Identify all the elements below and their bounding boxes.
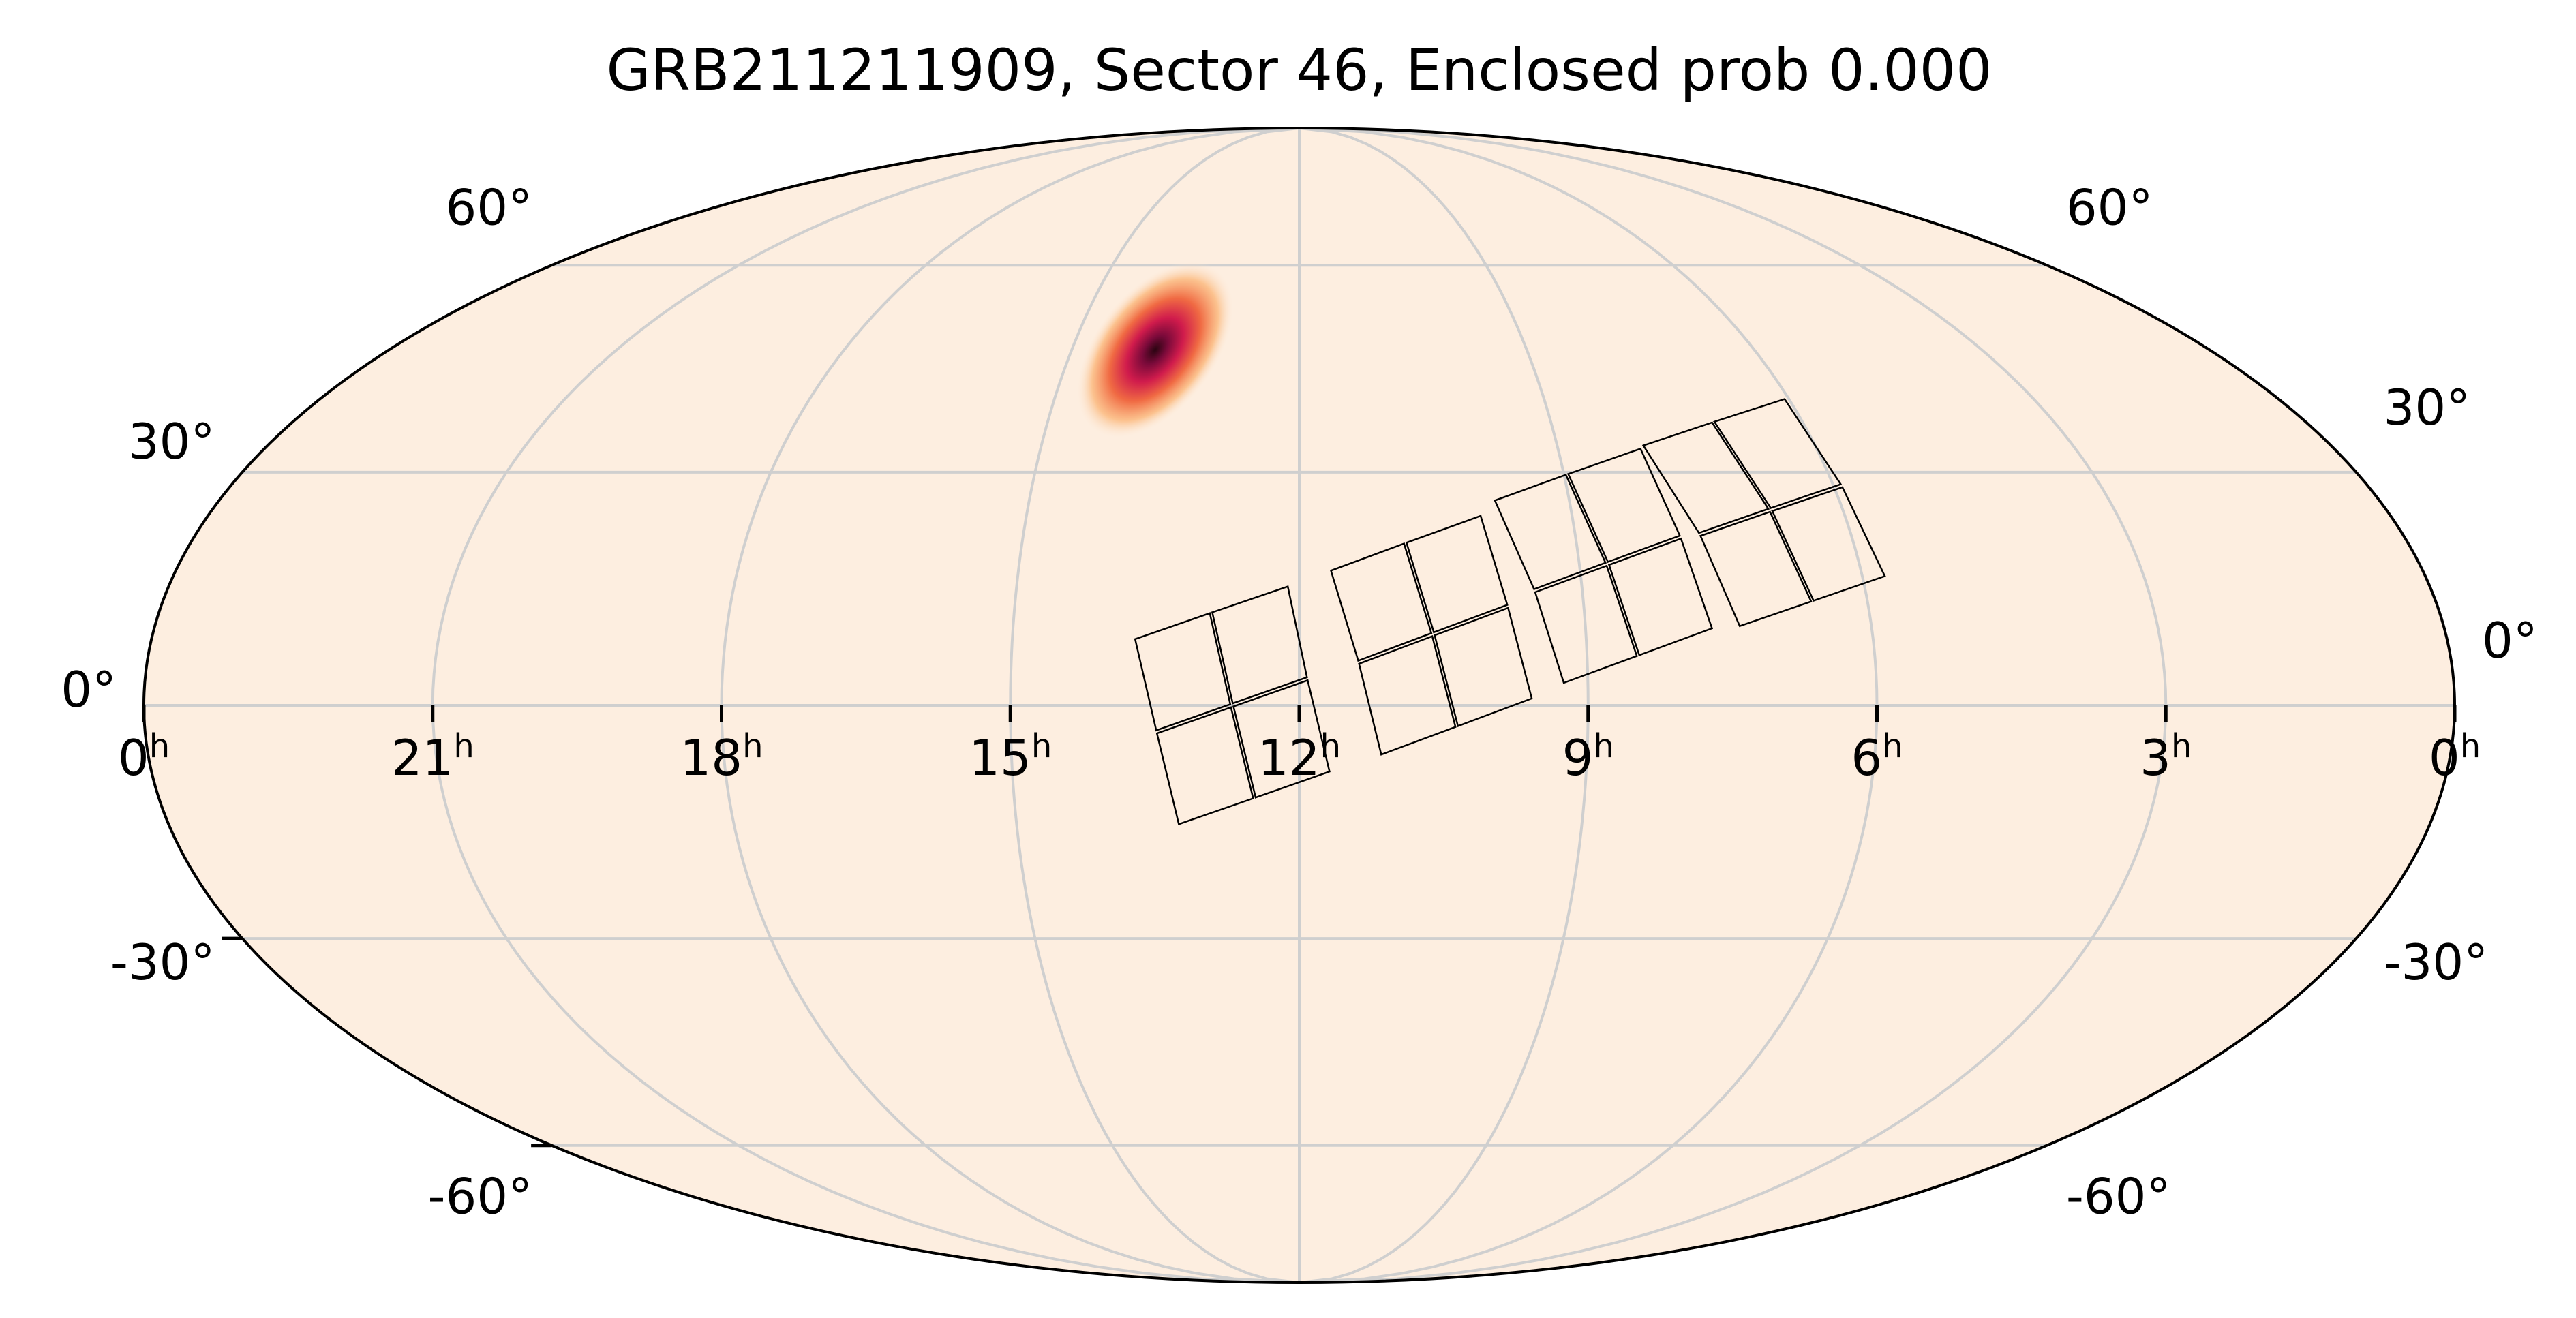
ccd-footprint	[1566, 447, 1681, 564]
ccd-footprint	[1699, 510, 1813, 628]
probability-layer	[1076, 261, 1234, 439]
ccd-footprint	[1405, 515, 1509, 634]
ccd-footprint	[1771, 486, 1886, 602]
ra-tick-label: 12h	[1258, 727, 1341, 786]
dec-tick-label-left: -60°	[428, 1168, 533, 1225]
ra-tick-label: 15h	[969, 727, 1052, 786]
ra-tick-label: 0h	[2429, 727, 2481, 786]
ccd-footprint	[1134, 612, 1232, 732]
ccd-footprint	[1211, 585, 1308, 705]
ccd-footprint	[1641, 421, 1770, 534]
ra-tick-label: 3h	[2140, 727, 2192, 786]
ccd-footprint	[1434, 607, 1533, 728]
dec-tick-label-right: 30°	[2384, 379, 2471, 436]
ccd-footprint	[1534, 564, 1638, 684]
dec-tick-label-right: 60°	[2066, 179, 2153, 236]
dec-tick-label-left: 30°	[128, 413, 215, 470]
footprint-layer	[1134, 398, 1886, 825]
dec-tick-label-left: -30°	[110, 934, 215, 991]
ccd-footprint	[1494, 474, 1607, 591]
ccd-footprint	[1329, 542, 1433, 662]
dec-tick-label-left: 60°	[446, 179, 533, 236]
probability-blob	[1076, 261, 1234, 439]
ccd-footprint	[1713, 398, 1843, 509]
dec-tick-label-right: 0°	[2482, 612, 2538, 669]
dec-tick-label-right: -30°	[2384, 934, 2489, 991]
ra-tick-label: 6h	[1851, 727, 1903, 786]
ra-tick-label: 18h	[680, 727, 763, 786]
ra-tick-label: 21h	[391, 727, 474, 786]
ccd-footprint	[1607, 537, 1714, 656]
ra-tick-label: 9h	[1562, 727, 1614, 786]
tick-layer: 0h 21h 18h 15h 12h 9h 6h 3h 0h 60° 60° 30° 30° 0° 0° -3…	[61, 179, 2538, 1225]
dec-tick-label-right: -60°	[2066, 1168, 2171, 1225]
chart-title: GRB211211909, Sector 46, Enclosed prob 0…	[606, 37, 1992, 104]
ccd-footprint	[1232, 679, 1331, 799]
ccd-footprint	[1358, 634, 1457, 756]
dec-tick-label-left: 0°	[61, 661, 117, 718]
ccd-footprint	[1155, 706, 1254, 825]
ra-tick-label: 0h	[118, 727, 170, 786]
